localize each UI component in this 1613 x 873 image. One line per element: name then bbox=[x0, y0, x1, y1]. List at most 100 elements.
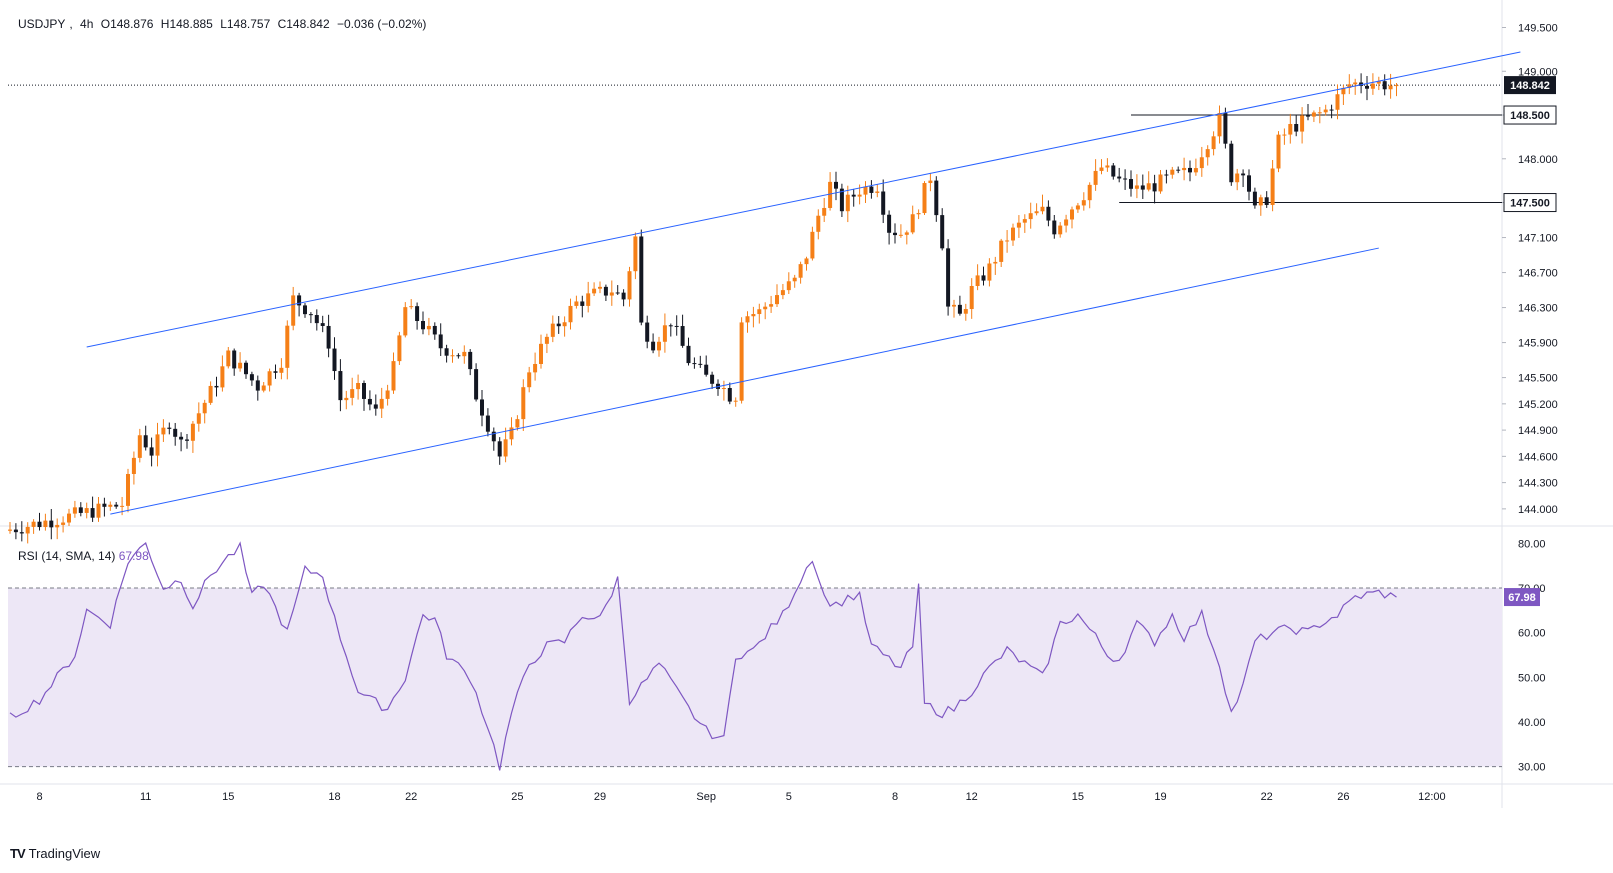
candle-up[interactable] bbox=[8, 521, 12, 534]
candle-up[interactable] bbox=[131, 451, 136, 485]
candle-down[interactable] bbox=[651, 333, 656, 354]
candle-up[interactable] bbox=[816, 209, 821, 240]
candle-up[interactable] bbox=[1016, 215, 1021, 238]
candle-up[interactable] bbox=[533, 352, 538, 381]
candle-down[interactable] bbox=[102, 497, 107, 517]
candle-up[interactable] bbox=[208, 381, 213, 405]
candle-up[interactable] bbox=[1182, 157, 1187, 181]
candle-up[interactable] bbox=[161, 419, 166, 442]
candle-down[interactable] bbox=[639, 229, 644, 326]
candle-up[interactable] bbox=[544, 333, 549, 354]
candle-down[interactable] bbox=[934, 176, 939, 222]
candle-up[interactable] bbox=[137, 428, 142, 463]
candle-down[interactable] bbox=[621, 289, 626, 307]
candle-down[interactable] bbox=[367, 390, 372, 411]
candle-up[interactable] bbox=[1217, 105, 1222, 144]
candle-up[interactable] bbox=[763, 302, 768, 320]
candle-up[interactable] bbox=[1075, 202, 1080, 213]
candle-down[interactable] bbox=[603, 284, 608, 302]
candle-up[interactable] bbox=[190, 421, 195, 453]
candle-up[interactable] bbox=[1081, 192, 1086, 211]
candle-down[interactable] bbox=[1365, 75, 1369, 101]
candle-down[interactable] bbox=[946, 239, 951, 316]
candle-up[interactable] bbox=[1070, 206, 1074, 229]
candle-up[interactable] bbox=[196, 402, 201, 432]
candle-up[interactable] bbox=[1376, 76, 1381, 91]
candle-up[interactable] bbox=[987, 258, 992, 287]
candle-up[interactable] bbox=[1087, 182, 1092, 209]
candle-down[interactable] bbox=[686, 337, 691, 366]
candle-up[interactable] bbox=[1105, 158, 1110, 172]
rsi-legend[interactable]: RSI (14, SMA, 14) 67.98 bbox=[18, 549, 149, 563]
candle-down[interactable] bbox=[497, 437, 502, 465]
candle-down[interactable] bbox=[1252, 187, 1257, 209]
candle-down[interactable] bbox=[1176, 166, 1181, 174]
candle-up[interactable] bbox=[1134, 174, 1139, 199]
candle-down[interactable] bbox=[326, 314, 331, 358]
candle-up[interactable] bbox=[450, 349, 455, 363]
candle-down[interactable] bbox=[1241, 169, 1246, 188]
candle-up[interactable] bbox=[279, 358, 284, 380]
candle-up[interactable] bbox=[426, 317, 431, 336]
candle-up[interactable] bbox=[751, 306, 756, 328]
candle-down[interactable] bbox=[480, 390, 484, 427]
candle-down[interactable] bbox=[232, 348, 237, 376]
candle-down[interactable] bbox=[297, 292, 302, 317]
candle-down[interactable] bbox=[1294, 114, 1299, 137]
candle-down[interactable] bbox=[1247, 169, 1251, 201]
candle-down[interactable] bbox=[491, 427, 496, 451]
candle-up[interactable] bbox=[574, 295, 579, 309]
candle-up[interactable] bbox=[550, 315, 555, 343]
candle-down[interactable] bbox=[456, 353, 461, 359]
candle-up[interactable] bbox=[792, 274, 797, 288]
candle-down[interactable] bbox=[1129, 170, 1133, 197]
candle-up[interactable] bbox=[1370, 73, 1375, 95]
candle-up[interactable] bbox=[1394, 82, 1399, 97]
candle-up[interactable] bbox=[521, 379, 526, 432]
candle-up[interactable] bbox=[61, 516, 66, 533]
candle-down[interactable] bbox=[1117, 167, 1122, 183]
candle-down[interactable] bbox=[1229, 140, 1234, 186]
candle-down[interactable] bbox=[373, 394, 378, 416]
candle-down[interactable] bbox=[173, 422, 178, 446]
candle-up[interactable] bbox=[609, 280, 614, 306]
candle-up[interactable] bbox=[1300, 107, 1305, 144]
candle-down[interactable] bbox=[444, 344, 449, 363]
candle-up[interactable] bbox=[403, 302, 408, 338]
candle-up[interactable] bbox=[863, 181, 868, 203]
candle-up[interactable] bbox=[1028, 202, 1033, 229]
candle-up[interactable] bbox=[31, 519, 36, 534]
candle-up[interactable] bbox=[344, 390, 349, 410]
candle-down[interactable] bbox=[1382, 74, 1387, 96]
candle-up[interactable] bbox=[786, 272, 791, 294]
candle-up[interactable] bbox=[922, 181, 927, 216]
candle-up[interactable] bbox=[1058, 222, 1063, 238]
candle-up[interactable] bbox=[1205, 145, 1210, 166]
candle-up[interactable] bbox=[391, 352, 396, 394]
candle-up[interactable] bbox=[898, 224, 903, 238]
candle-down[interactable] bbox=[214, 376, 219, 397]
candle-up[interactable] bbox=[739, 317, 744, 404]
candle-down[interactable] bbox=[303, 302, 307, 318]
candle-down[interactable] bbox=[249, 371, 254, 386]
candle-down[interactable] bbox=[1123, 169, 1128, 190]
candle-up[interactable] bbox=[1347, 74, 1352, 95]
candle-down[interactable] bbox=[1306, 104, 1310, 121]
candle-down[interactable] bbox=[179, 432, 184, 452]
candle-down[interactable] bbox=[485, 408, 490, 437]
candle-up[interactable] bbox=[55, 518, 60, 540]
candle-down[interactable] bbox=[698, 355, 703, 368]
candle-up[interactable] bbox=[385, 384, 390, 406]
candle-down[interactable] bbox=[1111, 163, 1116, 180]
channel-upper-line[interactable] bbox=[86, 51, 1521, 348]
candle-down[interactable] bbox=[474, 363, 479, 402]
candle-up[interactable] bbox=[462, 345, 467, 364]
candle-down[interactable] bbox=[893, 223, 897, 244]
candle-down[interactable] bbox=[881, 179, 886, 224]
candle-up[interactable] bbox=[1170, 166, 1175, 179]
candle-down[interactable] bbox=[674, 315, 679, 336]
candle-up[interactable] bbox=[757, 303, 762, 324]
candle-down[interactable] bbox=[185, 433, 189, 449]
candle-down[interactable] bbox=[468, 349, 473, 376]
candle-up[interactable] bbox=[1282, 128, 1287, 145]
